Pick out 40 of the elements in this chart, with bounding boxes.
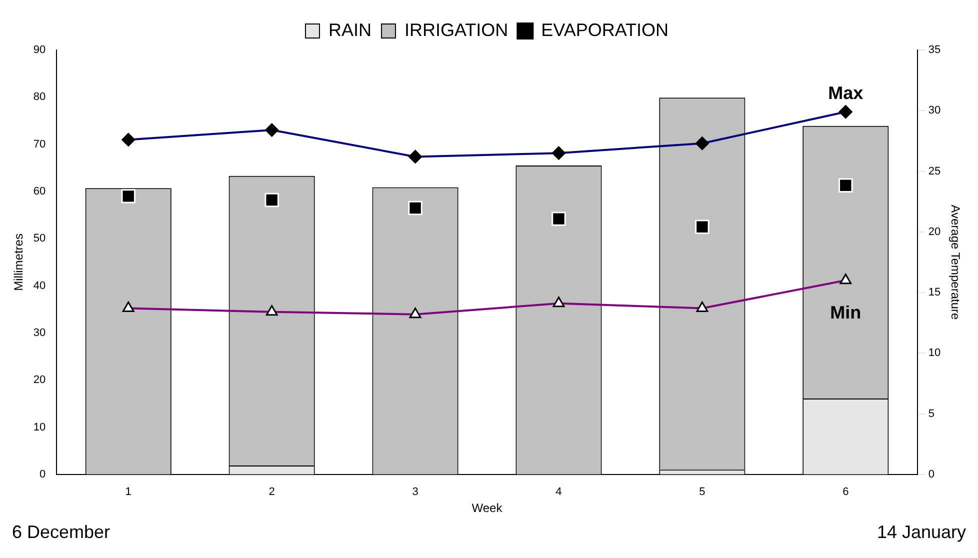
y-tick-label: 90 xyxy=(33,44,46,56)
series-label: Max xyxy=(828,82,864,103)
x-axis-title: Week xyxy=(472,501,504,516)
y-tick-label: 20 xyxy=(33,374,46,386)
y2-tick-label: 5 xyxy=(928,408,934,420)
y-tick-label: 30 xyxy=(33,326,46,339)
y2-axis-title: Average Temperature xyxy=(948,204,962,320)
y-tick-label: 60 xyxy=(33,186,46,198)
y2-tick-label: 35 xyxy=(928,44,941,56)
y-tick-label: 70 xyxy=(33,138,46,150)
text: 6 December xyxy=(12,522,110,543)
point xyxy=(408,200,422,216)
text: 14 January xyxy=(876,522,966,543)
y2-tick-label: 25 xyxy=(928,165,941,178)
y-axis-title: Millimetres xyxy=(12,234,26,291)
x-tick-label: 4 xyxy=(556,486,562,498)
y-tick-label: 10 xyxy=(33,421,46,434)
y2-tick-label: 0 xyxy=(928,468,934,480)
y-tick-label: 0 xyxy=(40,468,46,480)
y-tick-label: 80 xyxy=(33,91,46,104)
y2-tick-label: 10 xyxy=(928,347,941,360)
point xyxy=(838,178,853,192)
x-tick-label: 1 xyxy=(125,486,132,498)
y-tick-label: 50 xyxy=(33,232,46,245)
y2-tick-label: 30 xyxy=(928,104,941,117)
legend-label: EVAPORATION xyxy=(541,20,669,40)
point xyxy=(264,192,279,208)
y-tick-label: 40 xyxy=(33,280,46,292)
x-tick-label: 6 xyxy=(842,486,849,498)
x-tick-label: 3 xyxy=(412,486,418,498)
point xyxy=(552,212,566,226)
x-tick-label: 5 xyxy=(699,486,706,498)
x-tick-label: 2 xyxy=(268,486,275,498)
series-label: Min xyxy=(830,302,862,322)
point xyxy=(121,189,136,204)
point xyxy=(695,220,710,234)
y2-tick-label: 15 xyxy=(928,286,941,299)
legend-label: IRRIGATION xyxy=(404,20,508,40)
legend-label: RAIN xyxy=(328,20,372,40)
y2-tick-label: 20 xyxy=(928,226,941,238)
